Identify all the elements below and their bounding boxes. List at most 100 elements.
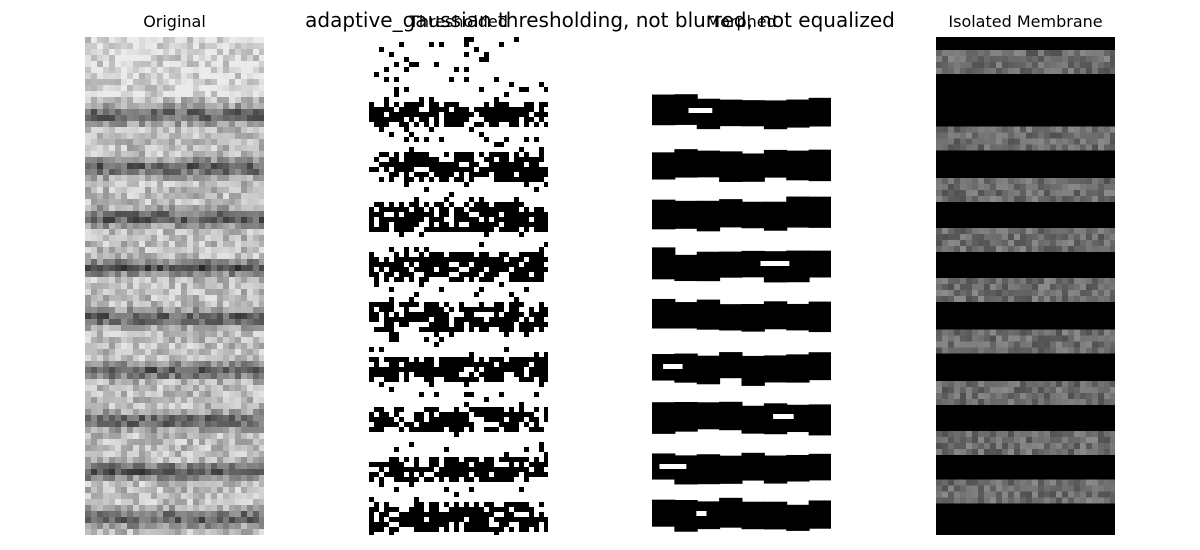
image-pixel bbox=[389, 287, 394, 292]
image-pixel bbox=[199, 373, 205, 379]
membrane-pixel bbox=[1062, 184, 1068, 190]
image-pixel bbox=[133, 319, 139, 325]
membrane-pixel bbox=[1050, 393, 1056, 399]
image-pixel bbox=[217, 205, 223, 211]
image-pixel bbox=[151, 103, 157, 109]
image-pixel bbox=[139, 415, 145, 421]
image-pixel bbox=[524, 457, 529, 462]
image-pixel bbox=[464, 67, 469, 72]
image-pixel bbox=[97, 469, 103, 475]
image-pixel bbox=[514, 162, 519, 167]
image-pixel bbox=[103, 271, 109, 277]
image-pixel bbox=[509, 417, 514, 422]
image-pixel bbox=[247, 175, 253, 181]
membrane-pixel bbox=[1044, 431, 1050, 437]
image-pixel bbox=[414, 107, 419, 112]
image-pixel bbox=[539, 427, 544, 432]
image-pixel bbox=[157, 379, 163, 385]
image-pixel bbox=[169, 259, 175, 265]
image-pixel bbox=[139, 97, 145, 103]
image-pixel bbox=[145, 151, 151, 157]
image-pixel bbox=[199, 439, 205, 445]
image-pixel bbox=[151, 343, 157, 349]
image-pixel bbox=[199, 343, 205, 349]
image-pixel bbox=[151, 127, 157, 133]
image-pixel bbox=[529, 507, 534, 512]
image-pixel bbox=[434, 117, 439, 122]
image-pixel bbox=[127, 301, 133, 307]
image-pixel bbox=[389, 372, 394, 377]
image-pixel bbox=[115, 49, 121, 55]
image-pixel bbox=[127, 427, 133, 433]
image-pixel bbox=[91, 169, 97, 175]
image-pixel bbox=[103, 115, 109, 121]
image-pixel bbox=[419, 252, 424, 257]
image-pixel bbox=[103, 211, 109, 217]
image-pixel bbox=[489, 507, 494, 512]
image-pixel bbox=[211, 121, 217, 127]
membrane-pixel bbox=[1080, 68, 1086, 74]
image-pixel bbox=[211, 247, 217, 253]
membrane-pixel bbox=[1002, 178, 1008, 184]
image-pixel bbox=[489, 462, 494, 467]
image-pixel bbox=[241, 247, 247, 253]
stripe-segment bbox=[741, 100, 765, 127]
image-pixel bbox=[205, 433, 211, 439]
image-pixel bbox=[97, 199, 103, 205]
membrane-pixel bbox=[954, 184, 960, 190]
image-pixel bbox=[494, 167, 499, 172]
image-pixel bbox=[199, 499, 205, 505]
image-pixel bbox=[241, 409, 247, 415]
membrane-pixel bbox=[996, 290, 1002, 296]
image-pixel bbox=[103, 235, 109, 241]
image-pixel bbox=[369, 252, 374, 257]
image-pixel bbox=[133, 85, 139, 91]
image-pixel bbox=[229, 67, 235, 73]
membrane-pixel bbox=[948, 296, 954, 302]
image-pixel bbox=[253, 229, 259, 235]
image-pixel bbox=[524, 217, 529, 222]
image-pixel bbox=[181, 433, 187, 439]
membrane-pixel bbox=[1086, 393, 1092, 399]
image-pixel bbox=[139, 391, 145, 397]
image-pixel bbox=[369, 307, 374, 312]
image-pixel bbox=[241, 133, 247, 139]
image-pixel bbox=[241, 127, 247, 133]
image-pixel bbox=[175, 49, 181, 55]
membrane-pixel bbox=[1074, 126, 1080, 133]
image-pixel bbox=[187, 277, 193, 283]
image-pixel bbox=[394, 77, 399, 82]
image-pixel bbox=[169, 373, 175, 379]
membrane-pixel bbox=[1080, 449, 1086, 455]
image-pixel bbox=[529, 212, 534, 217]
membrane-pixel bbox=[1068, 479, 1074, 486]
membrane-pixel bbox=[1032, 399, 1038, 405]
image-pixel bbox=[379, 417, 384, 422]
image-pixel bbox=[389, 157, 394, 162]
image-pixel bbox=[145, 271, 151, 277]
image-pixel bbox=[103, 199, 109, 205]
membrane-pixel bbox=[1038, 399, 1044, 405]
stripe-segment bbox=[674, 254, 698, 282]
image-pixel bbox=[384, 257, 389, 262]
image-pixel bbox=[439, 307, 444, 312]
membrane-pixel bbox=[942, 335, 948, 342]
image-pixel bbox=[223, 49, 229, 55]
image-pixel bbox=[145, 463, 151, 469]
image-pixel bbox=[115, 397, 121, 403]
image-pixel bbox=[97, 295, 103, 301]
image-pixel bbox=[253, 367, 259, 373]
image-pixel bbox=[133, 97, 139, 103]
image-pixel bbox=[253, 97, 259, 103]
image-pixel bbox=[211, 367, 217, 373]
image-pixel bbox=[394, 467, 399, 472]
image-pixel bbox=[474, 457, 479, 462]
image-pixel bbox=[247, 85, 253, 91]
image-pixel bbox=[519, 157, 524, 162]
image-pixel bbox=[469, 167, 474, 172]
image-pixel bbox=[259, 523, 264, 529]
image-pixel bbox=[499, 477, 504, 482]
image-pixel bbox=[193, 103, 199, 109]
image-pixel bbox=[384, 312, 389, 317]
image-pixel bbox=[404, 477, 409, 482]
